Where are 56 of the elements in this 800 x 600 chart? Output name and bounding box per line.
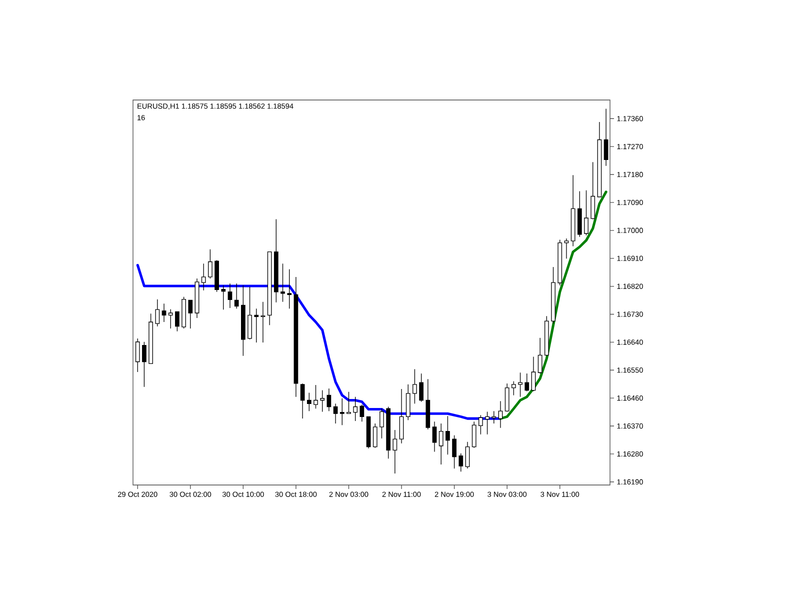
candlestick — [333, 403, 338, 424]
candlestick — [432, 421, 437, 452]
candlestick — [208, 249, 212, 279]
candlestick — [380, 408, 384, 439]
candlestick — [228, 283, 232, 308]
candlestick — [492, 410, 496, 424]
candlestick — [538, 337, 542, 374]
candlestick — [518, 372, 522, 398]
candlestick — [399, 388, 404, 444]
candlestick — [287, 268, 292, 309]
candlestick — [201, 263, 206, 291]
candlestick — [326, 388, 332, 412]
candlestick — [412, 368, 417, 404]
candlestick — [320, 390, 325, 412]
candlestick — [498, 400, 503, 428]
candlestick — [155, 298, 160, 327]
candlestick — [452, 434, 456, 469]
candlestick — [340, 398, 344, 426]
candlestick — [584, 190, 588, 236]
candlestick — [188, 300, 193, 329]
candlestick — [419, 373, 424, 402]
candlestick — [142, 342, 146, 388]
candlestick — [168, 308, 173, 329]
candlestick — [485, 411, 490, 435]
candlestick — [406, 384, 410, 420]
candlestick — [248, 286, 252, 340]
candlestick — [446, 416, 450, 455]
candlestick — [604, 108, 608, 166]
line-series — [499, 190, 608, 420]
candlestick — [346, 392, 351, 414]
candlestick — [458, 452, 464, 472]
candlestick — [221, 285, 226, 310]
candlestick — [306, 392, 312, 412]
candlestick — [465, 442, 470, 469]
candlestick — [135, 338, 140, 372]
candlestick — [254, 308, 259, 343]
candlestick — [590, 162, 596, 220]
candlestick — [438, 423, 444, 465]
candlestick — [472, 421, 476, 448]
candlestick — [478, 414, 483, 435]
candlestick — [564, 238, 569, 259]
candlestick — [524, 373, 530, 392]
candlestick — [531, 356, 536, 392]
candlestick — [512, 380, 516, 396]
candlestick — [372, 423, 378, 448]
candlestick — [314, 384, 318, 409]
candlestick — [392, 430, 398, 474]
candlestick — [260, 301, 266, 343]
candlestick — [234, 283, 239, 309]
candlestick — [175, 311, 180, 332]
candlestick — [360, 404, 364, 422]
candlestick — [300, 383, 305, 419]
candlestick — [504, 383, 510, 412]
candlestick — [353, 396, 358, 422]
candlestick — [162, 303, 166, 322]
candlestick — [280, 263, 285, 302]
